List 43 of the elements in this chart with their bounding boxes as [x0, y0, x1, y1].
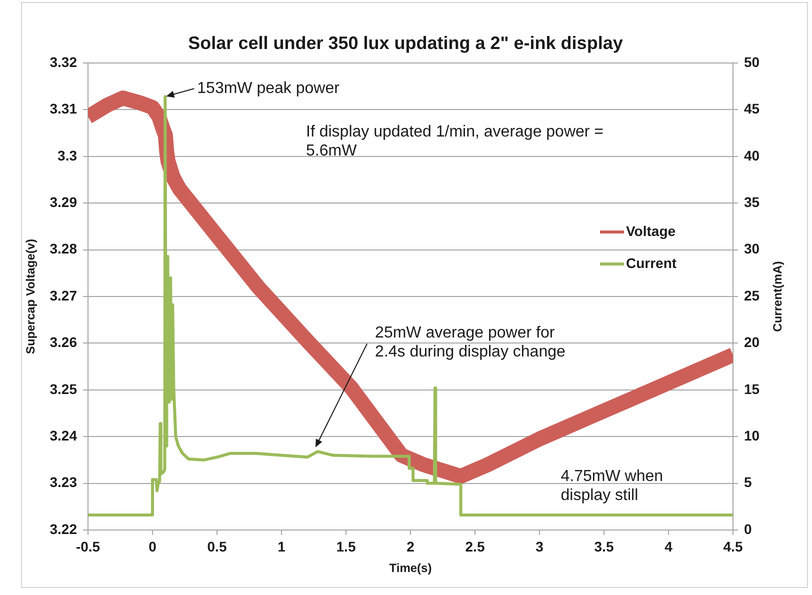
annotation: If display updated 1/min, average power = 5.6mW [306, 124, 604, 160]
y-tick-label: 3.3 [58, 147, 78, 164]
y2-tick-label: 45 [744, 100, 760, 117]
x-tick-label: 2.5 [465, 538, 485, 554]
y-tick-label: 3.27 [50, 287, 78, 304]
legend-label: Current [626, 254, 677, 271]
y2-axis-title: Current(mA) [770, 261, 784, 332]
y2-tick-label: 30 [744, 240, 760, 257]
x-axis-title: Time(s) [389, 561, 432, 576]
y-tick-label: 3.29 [50, 194, 78, 210]
x-tick-label: 4 [664, 538, 673, 554]
x-tick-label: -0.5 [76, 538, 100, 554]
legend-label: Voltage [626, 222, 676, 239]
y2-tick-label: 35 [744, 194, 760, 210]
x-tick-label: 0.5 [207, 538, 227, 554]
annotation: 4.75mW when display still [560, 468, 664, 504]
x-tick-label: 3.5 [594, 538, 614, 554]
chart-title: Solar cell under 350 lux updating a 2" e-ink display [188, 32, 623, 53]
y2-tick-label: 10 [744, 427, 760, 444]
x-tick-label: 2 [406, 538, 415, 554]
y-tick-label: 3.28 [50, 240, 78, 257]
x-tick-label: 4.5 [723, 538, 743, 554]
y2-tick-label: 0 [744, 520, 752, 537]
x-tick-label: 3 [536, 538, 544, 554]
x-tick-label: 1.5 [336, 538, 356, 554]
y-tick-label: 3.25 [50, 380, 78, 397]
annotation: 153mW peak power [197, 80, 340, 98]
y-tick-label: 3.26 [50, 334, 78, 350]
y-tick-label: 3.22 [50, 520, 78, 537]
x-tick-label: 0 [148, 538, 157, 554]
y2-tick-label: 20 [744, 334, 760, 350]
y-tick-label: 3.23 [50, 474, 78, 490]
y2-tick-label: 15 [744, 380, 760, 397]
x-tick-label: 1 [278, 538, 286, 554]
y2-tick-label: 25 [744, 287, 760, 304]
y2-tick-label: 50 [744, 54, 760, 70]
y-tick-label: 3.32 [50, 54, 78, 70]
y-tick-label: 3.31 [50, 100, 78, 117]
y2-tick-label: 40 [744, 147, 760, 164]
annotation: 25mW average power for 2.4s during display change [375, 324, 566, 361]
y-tick-label: 3.24 [50, 427, 78, 444]
y-axis-title: Supercap Voltage(v) [24, 238, 38, 354]
y2-tick-label: 5 [744, 474, 752, 490]
